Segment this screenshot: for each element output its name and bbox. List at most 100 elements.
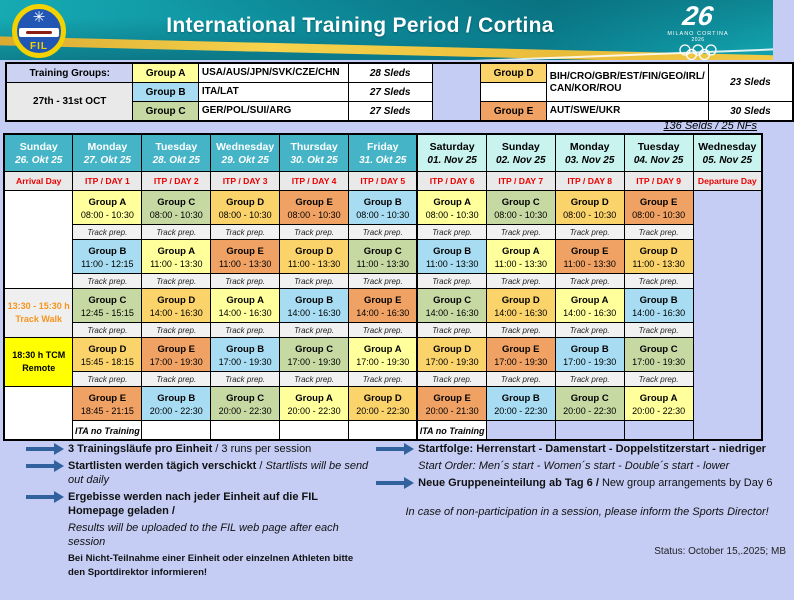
legend-row-b: 27th - 31st OCT Group B ITA/LAT 27 Sleds bbox=[5, 82, 793, 122]
schedule-table: Sunday 26. Okt 25 Monday 27. Okt 25 Tuesday 2… bbox=[3, 133, 763, 441]
session-cell: Group A 17:00 - 19:30 bbox=[348, 337, 418, 372]
day-header-8: Monday 03. Nov 25 bbox=[554, 133, 625, 172]
day-header-9: Tuesday 04. Nov 25 bbox=[623, 133, 694, 172]
track-prep-cell: Track prep. bbox=[623, 224, 694, 240]
group-a-sleds: 28 Sleds bbox=[347, 62, 433, 83]
track-prep-cell: Track prep. bbox=[416, 273, 487, 289]
footnote-line: In case of non-participation in a sessio… bbox=[405, 506, 769, 518]
day-header-10: Wednesday 05. Nov 25 bbox=[692, 133, 763, 172]
footnote-line: 3 Trainingsläufe pro Einheit / 3 runs pe… bbox=[22, 442, 368, 456]
footnote-line: Start Order: Men´s start - Women´s start… bbox=[418, 460, 730, 472]
arrow-icon bbox=[372, 443, 418, 455]
footnotes: 3 Trainingsläufe pro Einheit / 3 runs pe… bbox=[22, 442, 782, 583]
session-cell: Group A 14:00 - 16:30 bbox=[554, 288, 625, 323]
last-row-cell: ITA no Training bbox=[72, 420, 143, 441]
track-prep-cell: Track prep. bbox=[141, 224, 212, 240]
day-header-0: Sunday 26. Okt 25 bbox=[3, 133, 74, 172]
track-prep-cell: Track prep. bbox=[141, 322, 212, 338]
session-cell: Group B 17:00 - 19:30 bbox=[210, 337, 281, 372]
departure-empty-column bbox=[692, 190, 763, 441]
track-prep-cell: Track prep. bbox=[348, 322, 418, 338]
track-prep-cell: Track prep. bbox=[72, 371, 143, 387]
session-cell: Group C 17:00 - 19:30 bbox=[279, 337, 350, 372]
session-cell: Group A 11:00 - 13:30 bbox=[485, 239, 556, 274]
session-cell: Group A 14:00 - 16:30 bbox=[210, 288, 281, 323]
arrow-icon bbox=[372, 477, 418, 489]
track-prep-cell: Track prep. bbox=[416, 371, 487, 387]
day-header-3: Wednesday 29. Okt 25 bbox=[210, 133, 281, 172]
day-tag-10: Departure Day bbox=[692, 171, 763, 191]
day-tag-8: ITP / DAY 8 bbox=[554, 171, 625, 191]
olympic-rings-icon bbox=[679, 44, 717, 60]
session-cell: Group D 17:00 - 19:30 bbox=[416, 337, 487, 372]
group-d-countries: BIH/CRO/GBR/EST/FIN/GEO/IRL/ CAN/KOR/ROU bbox=[545, 62, 709, 102]
track-prep-cell: Track prep. bbox=[348, 371, 418, 387]
group-c-label: Group C bbox=[132, 101, 199, 122]
day-header-4: Thursday 30. Okt 25 bbox=[279, 133, 350, 172]
session-cell: Group B 20:00 - 22:30 bbox=[141, 386, 212, 421]
track-prep-cell: Track prep. bbox=[416, 224, 487, 240]
footnotes-left: 3 Trainingsläufe pro Einheit / 3 runs pe… bbox=[22, 442, 368, 583]
last-row-cell bbox=[210, 420, 281, 441]
last-row-cell bbox=[141, 420, 212, 441]
session-cell: Group D 15:45 - 18:15 bbox=[72, 337, 143, 372]
session-cell: Group C 14:00 - 16:30 bbox=[416, 288, 487, 323]
day-header-7: Sunday 02. Nov 25 bbox=[485, 133, 556, 172]
group-a-countries: USA/AUS/JPN/SVK/CZE/CHN bbox=[197, 62, 349, 83]
session-cell: Group A 20:00 - 22:30 bbox=[623, 386, 694, 421]
session-cell: Group E 17:00 - 19:30 bbox=[485, 337, 556, 372]
session-cell: Group C 08:00 - 10:30 bbox=[485, 190, 556, 225]
footnote-line: Startlisten werden tägich verschickt / S… bbox=[22, 459, 368, 487]
footnote-spacer bbox=[372, 493, 782, 505]
day-tag-7: ITP / DAY 7 bbox=[485, 171, 556, 191]
track-prep-cell: Track prep. bbox=[623, 273, 694, 289]
session-cell: Group D 11:00 - 13:30 bbox=[279, 239, 350, 274]
track-prep-cell: Track prep. bbox=[210, 224, 281, 240]
group-e-label: Group E bbox=[480, 101, 547, 122]
last-row-cell bbox=[279, 420, 350, 441]
page-title: International Training Period / Cortina bbox=[166, 14, 554, 37]
group-e-countries: AUT/SWE/UKR bbox=[545, 101, 709, 122]
session-cell: Group E 08:00 - 10:30 bbox=[623, 190, 694, 225]
fil-logo-text: FIL bbox=[30, 41, 48, 52]
footnotes-right: Startfolge: Herrenstart - Damenstart - D… bbox=[368, 442, 782, 583]
track-prep-cell: Track prep. bbox=[279, 371, 350, 387]
session-cell: Group A 08:00 - 10:30 bbox=[72, 190, 143, 225]
milano-cortina-logo: 26 MILANO CORTINA 2026 bbox=[655, 1, 741, 60]
session-cell: Group B 14:00 - 16:30 bbox=[279, 288, 350, 323]
session-cell: Group C 12:45 - 15:15 bbox=[72, 288, 143, 323]
last-row-cell bbox=[348, 420, 418, 441]
sunday-empty-cell bbox=[3, 190, 74, 289]
session-cell: Group C 17:00 - 19:30 bbox=[623, 337, 694, 372]
track-prep-cell: Track prep. bbox=[416, 322, 487, 338]
track-prep-cell: Track prep. bbox=[141, 273, 212, 289]
day-tag-2: ITP / DAY 2 bbox=[141, 171, 212, 191]
footnote-line: Neue Gruppeneinteilung ab Tag 6 / New gr… bbox=[372, 476, 782, 490]
group-b-sleds: 27 Sleds bbox=[347, 82, 433, 102]
day-tag-row: Arrival Day ITP / DAY 1 ITP / DAY 2 ITP / D… bbox=[3, 171, 763, 191]
status-line: Status: October 15,.2025; MB bbox=[654, 546, 786, 557]
track-prep-cell: Track prep. bbox=[554, 322, 625, 338]
footnote-line: Results will be uploaded to the FIL web … bbox=[68, 522, 339, 548]
last-row-cell bbox=[485, 420, 556, 441]
day-tag-3: ITP / DAY 3 bbox=[210, 171, 281, 191]
session-cell: Group E 17:00 - 19:30 bbox=[141, 337, 212, 372]
mc-26-glyph: 26 bbox=[680, 1, 716, 31]
track-prep-cell: Track prep. bbox=[141, 371, 212, 387]
track-prep-cell: Track prep. bbox=[485, 371, 556, 387]
arrow-icon bbox=[22, 460, 68, 472]
date-range: 27th - 31st OCT bbox=[5, 82, 134, 122]
day-header-2: Tuesday 28. Okt 25 bbox=[141, 133, 212, 172]
session-cell: Group B 14:00 - 16:30 bbox=[623, 288, 694, 323]
track-prep-cell: Track prep. bbox=[485, 224, 556, 240]
day-header-6: Saturday 01. Nov 25 bbox=[416, 133, 487, 172]
session-cell: Group B 17:00 - 19:30 bbox=[554, 337, 625, 372]
track-prep-cell: Track prep. bbox=[210, 322, 281, 338]
last-row-cell bbox=[623, 420, 694, 441]
track-prep-cell: Track prep. bbox=[279, 273, 350, 289]
legend-row-a: Training Groups: Group A USA/AUS/JPN/SVK… bbox=[5, 62, 794, 122]
day-tag-0: Arrival Day bbox=[3, 171, 74, 191]
day-tag-4: ITP / DAY 4 bbox=[279, 171, 350, 191]
day-header-5: Friday 31. Okt 25 bbox=[348, 133, 418, 172]
session-cell: Group A 11:00 - 13:30 bbox=[141, 239, 212, 274]
